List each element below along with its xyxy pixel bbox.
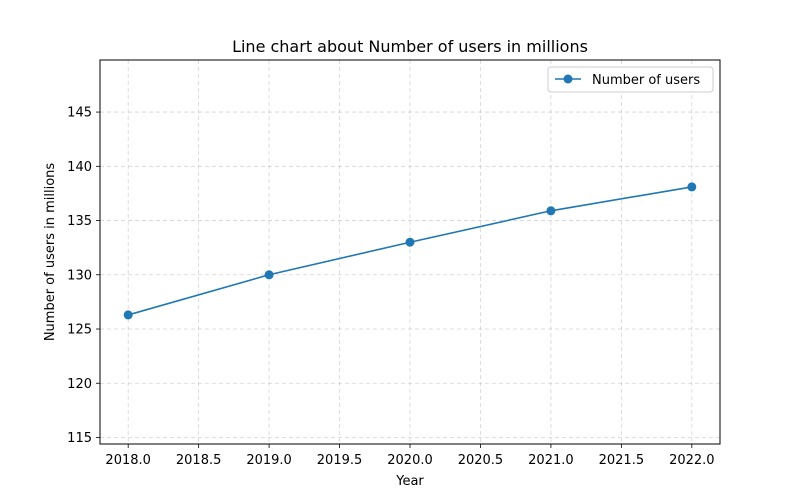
data-point (546, 206, 556, 216)
x-tick-label: 2018.5 (176, 453, 222, 468)
series-layer (123, 182, 697, 320)
chart-title: Line chart about Number of users in mill… (232, 37, 588, 56)
legend-box (547, 66, 714, 93)
data-point (123, 310, 133, 320)
x-axis: 2018.0 2018.5 2019.0 2019.5 2020.0 2020.5 2021… (105, 444, 715, 468)
x-axis-title: Year (395, 474, 424, 489)
y-tick-label: 125 (67, 323, 92, 338)
x-tick-label: 2021.5 (599, 453, 645, 468)
x-tick-label: 2018.0 (105, 453, 151, 468)
x-tick-label: 2021.0 (528, 453, 574, 468)
y-tick-label: 120 (67, 377, 92, 392)
grid (100, 60, 720, 444)
y-tick-label: 135 (67, 214, 92, 229)
data-point (687, 182, 697, 192)
y-tick-label: 115 (67, 431, 92, 446)
y-tick-label: 145 (67, 106, 92, 121)
y-tick-label: 130 (67, 268, 92, 283)
x-tick-label: 2019.5 (317, 453, 363, 468)
y-axis: 115 120 125 130 135 140 145 (67, 106, 100, 446)
legend-marker-swatch (563, 74, 573, 84)
y-axis-title: Number of users in millions (43, 163, 58, 342)
legend-label-number-of-users: Number of users (592, 73, 700, 88)
y-tick-label: 140 (67, 160, 92, 175)
x-tick-label: 2020.0 (387, 453, 433, 468)
data-point (264, 270, 274, 280)
legend: Number of users (547, 66, 714, 93)
x-tick-label: 2019.0 (246, 453, 292, 468)
data-point (405, 237, 415, 247)
x-tick-label: 2020.5 (458, 453, 504, 468)
x-tick-label: 2022.0 (669, 453, 715, 468)
